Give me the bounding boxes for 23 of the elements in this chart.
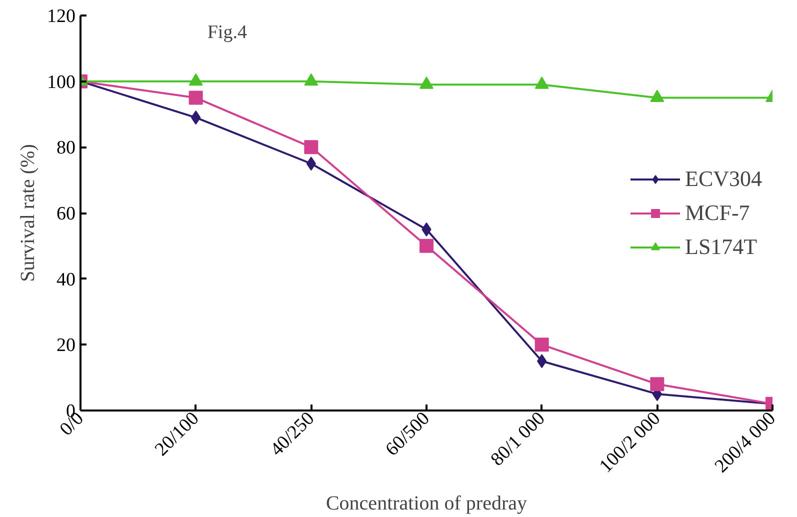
y-axis-title: Survival rate (%) [17, 144, 39, 282]
point [534, 338, 549, 352]
point [650, 377, 664, 392]
point [188, 90, 203, 105]
point [650, 90, 664, 102]
legend-label: MCF-7 [685, 200, 750, 226]
point [420, 76, 434, 89]
point [188, 73, 203, 86]
legend-label: ECV304 [685, 166, 762, 192]
legend-label: LS174T [685, 234, 758, 260]
x-tick-label: 80/1 000 [486, 408, 550, 470]
y-tick-label: 120 [47, 6, 76, 27]
point [534, 76, 549, 89]
y-tick-label: 20 [56, 335, 76, 356]
y-tick-label: 100 [47, 72, 76, 93]
annotation: Fig.4 [207, 22, 248, 44]
point [304, 140, 318, 154]
y-tick-label: 80 [56, 138, 76, 159]
point [304, 73, 318, 86]
y-tick-label: 60 [56, 204, 76, 224]
x-axis-title: Concentration of predray [326, 492, 528, 514]
point [420, 238, 434, 253]
y-tick-label: 40 [56, 269, 76, 290]
